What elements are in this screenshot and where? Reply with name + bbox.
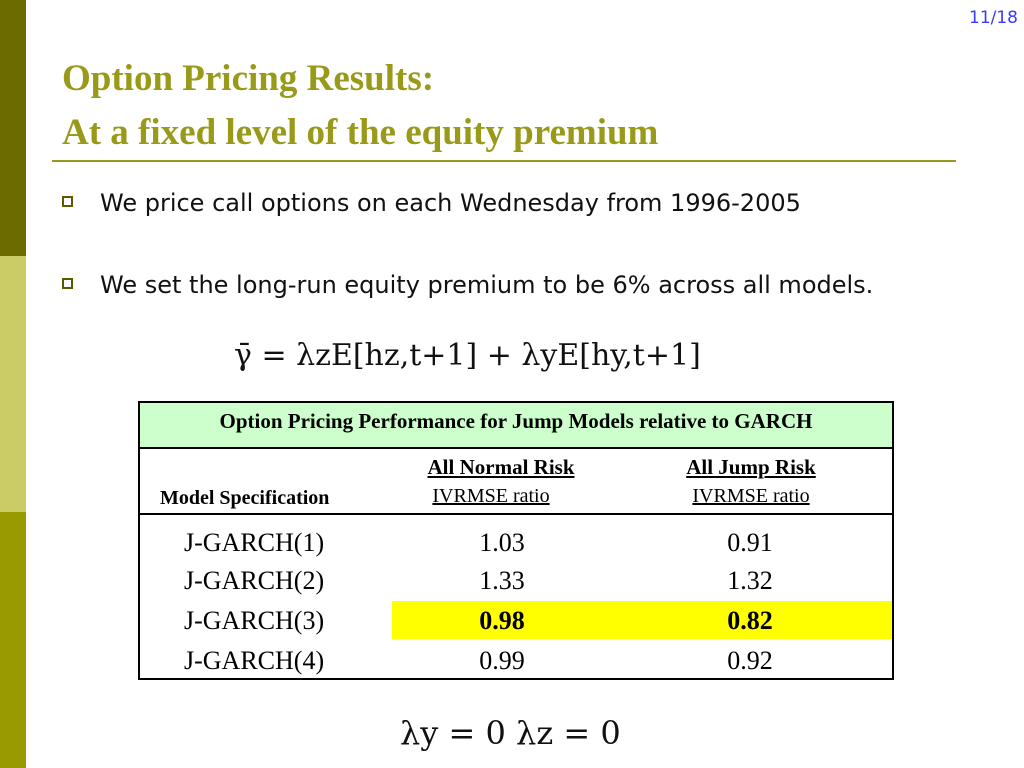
bullet-text: We price call options on each Wednesday …	[100, 189, 801, 217]
table-row-highlighted: J-GARCH(3) 0.98 0.82	[140, 601, 892, 641]
normal-ratio-cell: 0.99	[479, 646, 525, 675]
slide-title: Option Pricing Results: At a fixed level…	[62, 52, 658, 160]
jump-ratio-cell: 0.92	[727, 646, 773, 675]
jump-ratio-cell: 1.32	[727, 566, 773, 595]
header-divider	[140, 513, 892, 515]
table-title: Option Pricing Performance for Jump Mode…	[140, 403, 892, 449]
sidebar-block-light	[0, 256, 26, 512]
table-row: J-GARCH(4) 0.99 0.92	[140, 641, 892, 681]
sidebar-block-mid	[0, 512, 26, 768]
model-spec-header: Model Specification	[160, 487, 330, 509]
performance-table: Option Pricing Performance for Jump Mode…	[138, 401, 894, 680]
table-row: J-GARCH(2) 1.33 1.32	[140, 561, 892, 601]
title-divider	[52, 160, 956, 162]
table-row: J-GARCH(1) 1.03 0.91	[140, 523, 892, 563]
model-cell: J-GARCH(2)	[184, 566, 325, 595]
group-header-normal: All Normal Risk	[427, 455, 575, 479]
model-cell: J-GARCH(1)	[184, 528, 325, 557]
sidebar-decoration	[0, 0, 26, 768]
model-cell: J-GARCH(3)	[184, 606, 325, 635]
row-highlight	[392, 601, 892, 639]
page-number: 11/18	[969, 8, 1018, 28]
lambda-constraint-equation: λy = 0 λz = 0	[400, 714, 621, 752]
model-cell: J-GARCH(4)	[184, 646, 325, 675]
jump-ratio-cell: 0.91	[727, 528, 773, 557]
normal-ratio-cell: 0.98	[479, 606, 525, 635]
normal-ratio-cell: 1.03	[479, 528, 525, 557]
metric-header-jump: IVRMSE ratio	[692, 485, 810, 507]
equity-premium-equation: γ̄ = λzE[hz,t+1] + λyE[hy,t+1]	[234, 338, 701, 373]
metric-header-normal: IVRMSE ratio	[432, 485, 550, 507]
normal-ratio-cell: 1.33	[479, 566, 525, 595]
slide-title-line1: Option Pricing Results:	[62, 58, 435, 99]
bullet-square-icon	[62, 196, 73, 207]
sidebar-block-dark	[0, 0, 26, 256]
jump-ratio-cell: 0.82	[727, 606, 773, 635]
bullet-text: We set the long-run equity premium to be…	[100, 271, 874, 299]
bullet-square-icon	[62, 278, 73, 289]
group-header-jump: All Jump Risk	[686, 455, 816, 479]
slide-title-line2: At a fixed level of the equity premium	[62, 112, 659, 153]
